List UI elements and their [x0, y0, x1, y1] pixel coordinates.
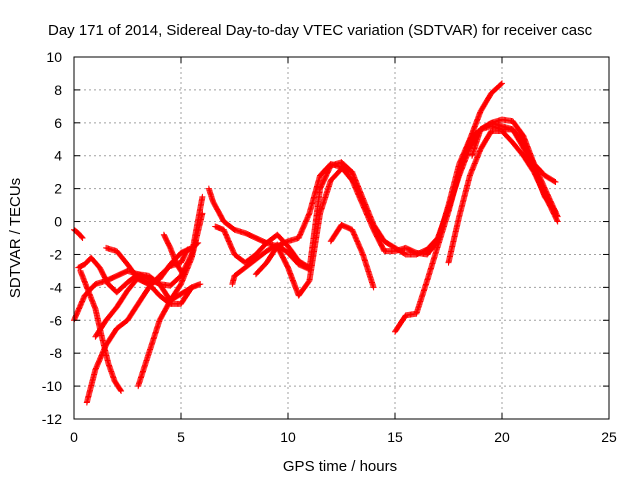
series-track-15 [392, 80, 505, 335]
y-tick-label: 6 [54, 115, 62, 131]
data-point [197, 281, 204, 288]
y-tick-label: 8 [54, 82, 62, 98]
series-track-8 [135, 281, 204, 390]
x-tick-label: 20 [494, 429, 510, 445]
data-point [552, 208, 559, 215]
y-tick-label: 10 [46, 49, 62, 65]
x-tick-label: 0 [70, 429, 78, 445]
chart-title: Day 171 of 2014, Sidereal Day-to-day VTE… [48, 22, 593, 39]
y-tick-label: -12 [42, 411, 62, 427]
data-point [498, 81, 505, 88]
data-point [180, 271, 187, 278]
series-track-11 [212, 223, 313, 271]
plot-frame [73, 56, 610, 420]
data-point [117, 387, 124, 394]
data-markers [71, 80, 561, 406]
data-point [78, 234, 85, 241]
data-point [194, 240, 201, 247]
data-point [199, 193, 206, 200]
data-point [199, 210, 206, 217]
data-point [179, 270, 186, 277]
y-tick-label: -6 [50, 312, 63, 328]
series-track-13 [252, 165, 356, 299]
series-track-14 [327, 221, 377, 291]
data-point [554, 217, 561, 224]
data-point [551, 207, 558, 214]
x-tick-label: 15 [387, 429, 403, 445]
data-point [554, 218, 561, 225]
y-tick-label: -2 [50, 246, 63, 262]
data-point [552, 179, 559, 186]
y-tick-label: 0 [54, 214, 62, 230]
x-tick-label: 5 [177, 429, 185, 445]
data-point [499, 80, 505, 87]
x-tick-label: 25 [601, 429, 617, 445]
data-point [195, 239, 202, 246]
y-tick-label: 2 [54, 181, 62, 197]
data-point [551, 178, 558, 185]
series-track-6 [77, 267, 125, 395]
x-tick-label: 10 [280, 429, 296, 445]
x-axis-title: GPS time / hours [283, 458, 397, 475]
y-tick-label: 4 [54, 148, 62, 164]
data-point [349, 169, 356, 176]
data-point [370, 284, 377, 291]
data-point [118, 388, 125, 395]
y-tick-label: -4 [50, 279, 63, 295]
y-axis-title: SDTVAR / TECUs [7, 178, 24, 298]
y-tick-label: -8 [50, 345, 63, 361]
series-track-9 [160, 231, 187, 278]
series-track-17 [469, 119, 559, 215]
axis-ticks: 0 5 10 15 20 25 -12 -10 -8 -6 -4 -2 0 2 4 6 8 10 [42, 49, 617, 445]
grid-lines [74, 57, 609, 419]
data-point [79, 235, 86, 241]
y-tick-label: -10 [42, 378, 62, 394]
